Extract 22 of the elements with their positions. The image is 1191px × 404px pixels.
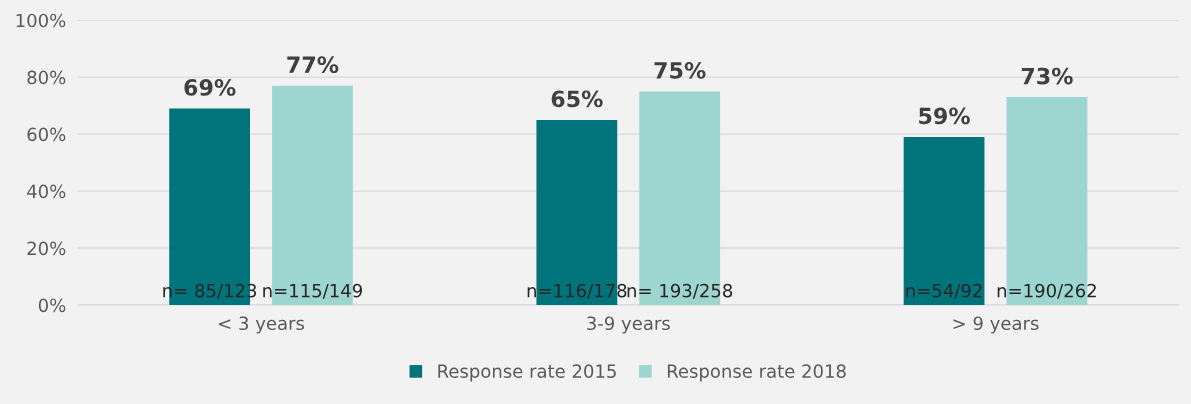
data-label: 69% — [184, 79, 236, 96]
y-tick-label: 80% — [27, 70, 66, 85]
data-label: 77% — [287, 56, 339, 74]
data-label: 59% — [919, 107, 970, 125]
legend-label: Response rate 2015 — [438, 364, 616, 382]
x-tick-label: > 9 years — [953, 316, 1039, 334]
data-label: 73% — [1021, 67, 1073, 85]
y-tick-label: 40% — [27, 184, 66, 199]
x-tick-label: < 3 years — [219, 316, 305, 334]
y-tick-label: 60% — [27, 127, 66, 142]
annotation: n=115/149 — [263, 283, 362, 299]
y-tick-label: 100% — [16, 13, 66, 28]
y-tick-label: 0% — [38, 298, 66, 313]
y-tick-label: 20% — [27, 241, 66, 256]
annotation: n= 193/258 — [627, 283, 733, 299]
legend-label: Response rate 2018 — [667, 364, 846, 382]
annotation: n=190/262 — [997, 283, 1096, 299]
data-label: 75% — [654, 61, 706, 79]
bar — [903, 136, 985, 306]
annotation: n=54/92 — [906, 283, 982, 299]
data-label: 65% — [551, 90, 603, 108]
x-tick-label: 3-9 years — [587, 316, 670, 334]
